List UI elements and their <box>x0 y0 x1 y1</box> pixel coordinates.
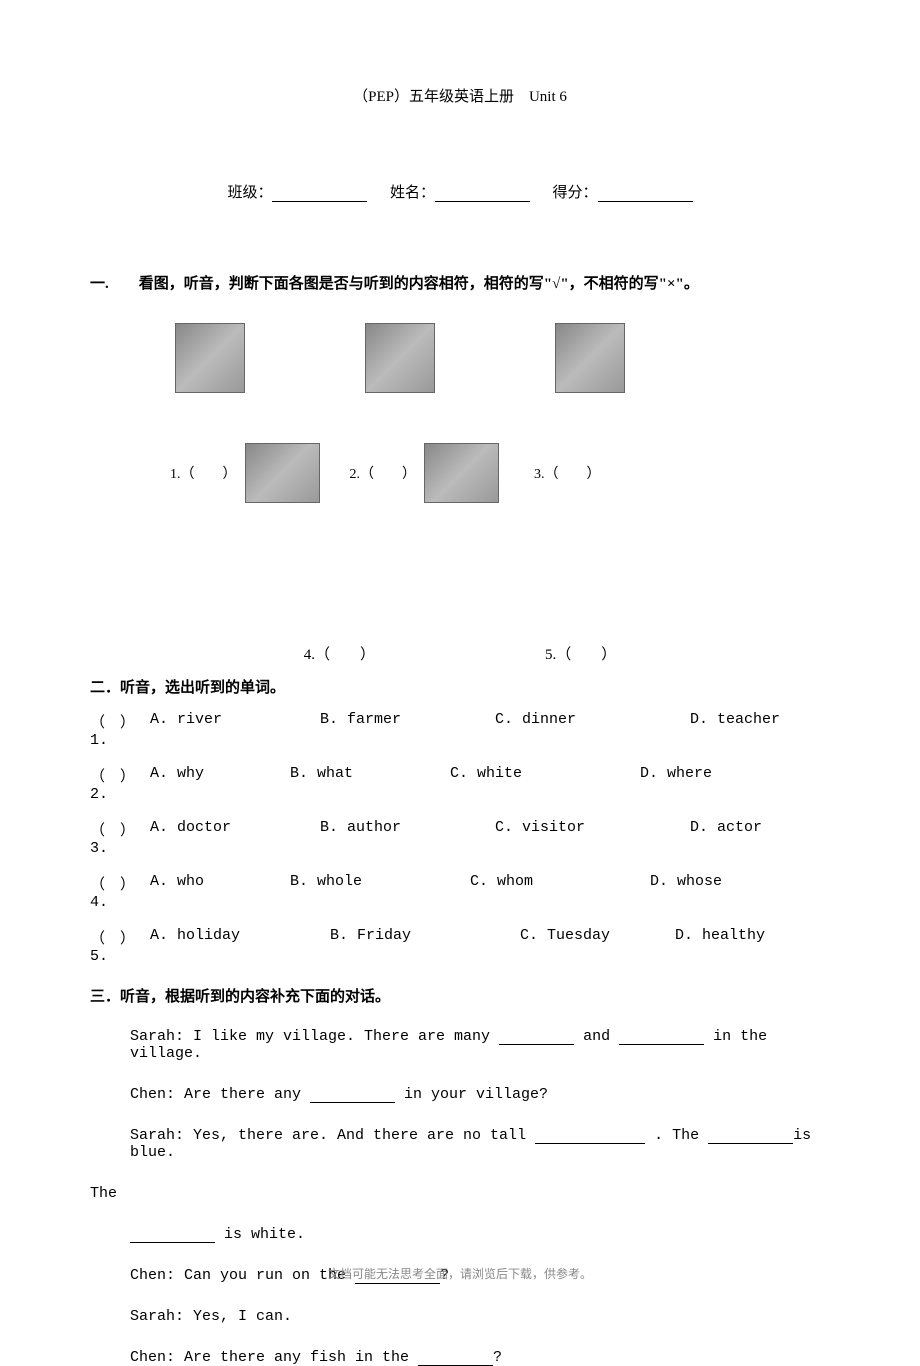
dialog-text: and <box>574 1028 619 1045</box>
dialog-text: Chen: Are there any <box>130 1086 310 1103</box>
mc-option-b: B. Friday <box>330 927 520 965</box>
dialog-text: The <box>90 1185 117 1202</box>
name-blank[interactable] <box>435 186 530 202</box>
dialog-text: Chen: Are there any fish in the <box>130 1349 418 1366</box>
fill-blank[interactable] <box>499 1029 574 1045</box>
dialog-text: Sarah: Yes, I can. <box>130 1308 292 1325</box>
footer-note: 文档可能无法思考全面，请浏览后下载，供参考。 <box>0 1265 920 1282</box>
image-row-1 <box>175 323 830 393</box>
question-image-5 <box>424 443 499 503</box>
item-2-label: 2.（ ） <box>350 463 417 483</box>
mc-option-c: C. visitor <box>495 819 690 857</box>
section2-heading: 二．听音，选出听到的单词。 <box>90 676 830 697</box>
mc-option-b: B. farmer <box>320 711 495 749</box>
mc-option-b: B. whole <box>290 873 470 911</box>
section3-heading: 三．听音，根据听到的内容补充下面的对话。 <box>90 985 830 1006</box>
mc-row-4: （ ）4. A. who B. whole C. whom D. whose <box>90 873 830 911</box>
question-image-3 <box>555 323 625 393</box>
dialog-text: Sarah: I like my village. There are many <box>130 1028 499 1045</box>
mc-option-a: A. doctor <box>150 819 320 857</box>
mc-option-c: C. dinner <box>495 711 690 749</box>
dialog-line-3-cont: The <box>90 1185 830 1202</box>
item-1-label: 1.（ ） <box>170 463 237 483</box>
mc-option-b: B. what <box>290 765 450 803</box>
mc-option-d: D. where <box>640 765 712 803</box>
mc-option-d: D. healthy <box>675 927 765 965</box>
question-image-2 <box>365 323 435 393</box>
dialog-text: in your village? <box>395 1086 548 1103</box>
dialog-line-1: Sarah: I like my village. There are many… <box>90 1028 830 1062</box>
mc-option-d: D. whose <box>650 873 722 911</box>
dialog-line-2: Chen: Are there any in your village? <box>90 1086 830 1103</box>
fill-blank[interactable] <box>310 1087 395 1103</box>
mc-prefix[interactable]: （ ）4. <box>90 873 150 911</box>
question-image-1 <box>175 323 245 393</box>
mc-prefix[interactable]: （ ）2. <box>90 765 150 803</box>
student-info-row: 班级： 姓名： 得分： <box>90 181 830 202</box>
mc-option-d: D. teacher <box>690 711 780 749</box>
mc-option-c: C. whom <box>470 873 650 911</box>
mc-option-a: A. who <box>150 873 290 911</box>
item-5-label: 5.（ ） <box>545 643 616 664</box>
mc-option-a: A. why <box>150 765 290 803</box>
mc-prefix[interactable]: （ ）3. <box>90 819 150 857</box>
fill-blank[interactable] <box>708 1128 793 1144</box>
mc-row-1: （ ）1. A. river B. farmer C. dinner D. te… <box>90 711 830 749</box>
class-blank[interactable] <box>272 186 367 202</box>
fill-blank[interactable] <box>418 1350 493 1366</box>
mc-option-a: A. holiday <box>150 927 330 965</box>
dialog-line-6: Sarah: Yes, I can. <box>90 1308 830 1325</box>
mc-prefix[interactable]: （ ）1. <box>90 711 150 749</box>
dialog-text: is white. <box>215 1226 305 1243</box>
fill-blank[interactable] <box>130 1227 215 1243</box>
fill-blank[interactable] <box>619 1029 704 1045</box>
item-3-label: 3.（ ） <box>534 463 601 483</box>
fill-blank[interactable] <box>535 1128 645 1144</box>
mc-option-c: C. white <box>450 765 640 803</box>
dialog-text: ? <box>493 1349 502 1366</box>
class-label: 班级： <box>227 185 272 201</box>
mc-option-a: A. river <box>150 711 320 749</box>
dialog-text: . The <box>645 1127 708 1144</box>
mc-row-2: （ ）2. A. why B. what C. white D. where <box>90 765 830 803</box>
name-label: 姓名： <box>390 185 435 201</box>
dialog-line-4: is white. <box>90 1226 830 1243</box>
score-blank[interactable] <box>598 186 693 202</box>
mc-row-3: （ ）3. A. doctor B. author C. visitor D. … <box>90 819 830 857</box>
dialog-line-7: Chen: Are there any fish in the ? <box>90 1349 830 1366</box>
dialog-line-3: Sarah: Yes, there are. And there are no … <box>90 1127 830 1161</box>
mc-row-5: （ ）5. A. holiday B. Friday C. Tuesday D.… <box>90 927 830 965</box>
image-row-2: 1.（ ） 2.（ ） 3.（ ） <box>170 443 830 503</box>
page-title: （PEP）五年级英语上册 Unit 6 <box>90 85 830 106</box>
dialog-text: Sarah: Yes, there are. And there are no … <box>130 1127 535 1144</box>
mc-prefix[interactable]: （ ）5. <box>90 927 150 965</box>
section1-heading: 一. 看图，听音，判断下面各图是否与听到的内容相符，相符的写"√"，不相符的写"… <box>90 272 830 293</box>
question-image-4 <box>245 443 320 503</box>
score-label: 得分： <box>553 185 598 201</box>
item-4-label: 4.（ ） <box>304 643 375 664</box>
mc-option-b: B. author <box>320 819 495 857</box>
image-row-3: 4.（ ） 5.（ ） <box>90 643 830 664</box>
mc-option-d: D. actor <box>690 819 762 857</box>
mc-option-c: C. Tuesday <box>520 927 675 965</box>
